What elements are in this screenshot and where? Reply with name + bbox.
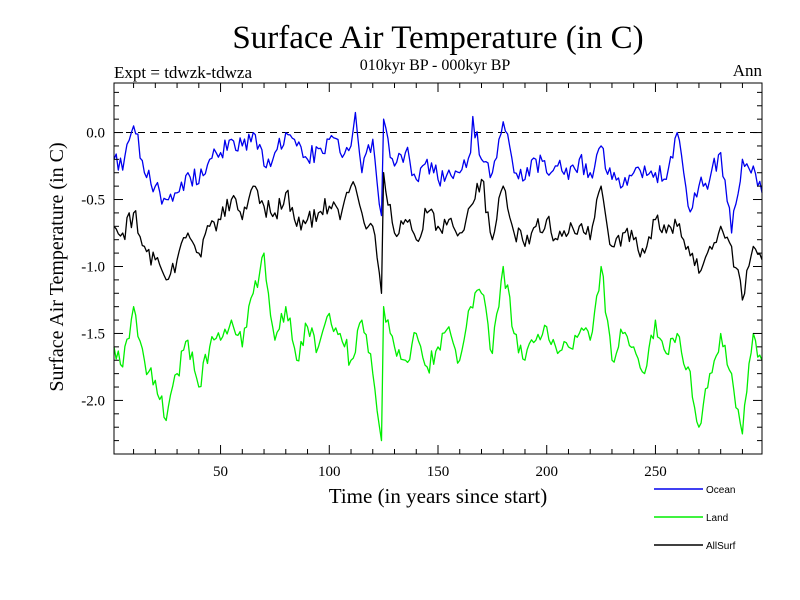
plot-frame (113, 82, 763, 455)
chart-title: Surface Air Temperature (in C) (232, 20, 643, 56)
x-tick-label: 200 (535, 464, 558, 480)
season-label: Ann (733, 61, 763, 80)
x-tick-label: 100 (318, 464, 341, 480)
x-axis-label: Time (in years since start) (329, 484, 548, 508)
x-tick-label: 250 (644, 464, 667, 480)
experiment-label: Expt = tdwzk-tdwza (114, 63, 252, 82)
series-line-land (113, 252, 763, 442)
y-tick-label: -1.0 (81, 259, 105, 275)
legend-label-ocean: Ocean (706, 485, 735, 496)
y-tick-label: 0.0 (86, 126, 105, 142)
legend-label-allsurf: AllSurf (706, 541, 736, 552)
chart-subtitle: 010kyr BP - 000kyr BP (360, 57, 511, 74)
y-tick-label: -1.5 (81, 326, 105, 342)
series-line-ocean (113, 111, 763, 234)
x-tick-label: 50 (213, 464, 228, 480)
x-tick-label: 150 (427, 464, 450, 480)
series-line-allsurf (113, 172, 763, 301)
legend-label-land: Land (706, 513, 728, 524)
y-tick-label: -0.5 (81, 193, 105, 209)
y-tick-label: -2.0 (81, 393, 105, 409)
y-axis-label: Surface Air Temperature (in C) (46, 142, 68, 391)
